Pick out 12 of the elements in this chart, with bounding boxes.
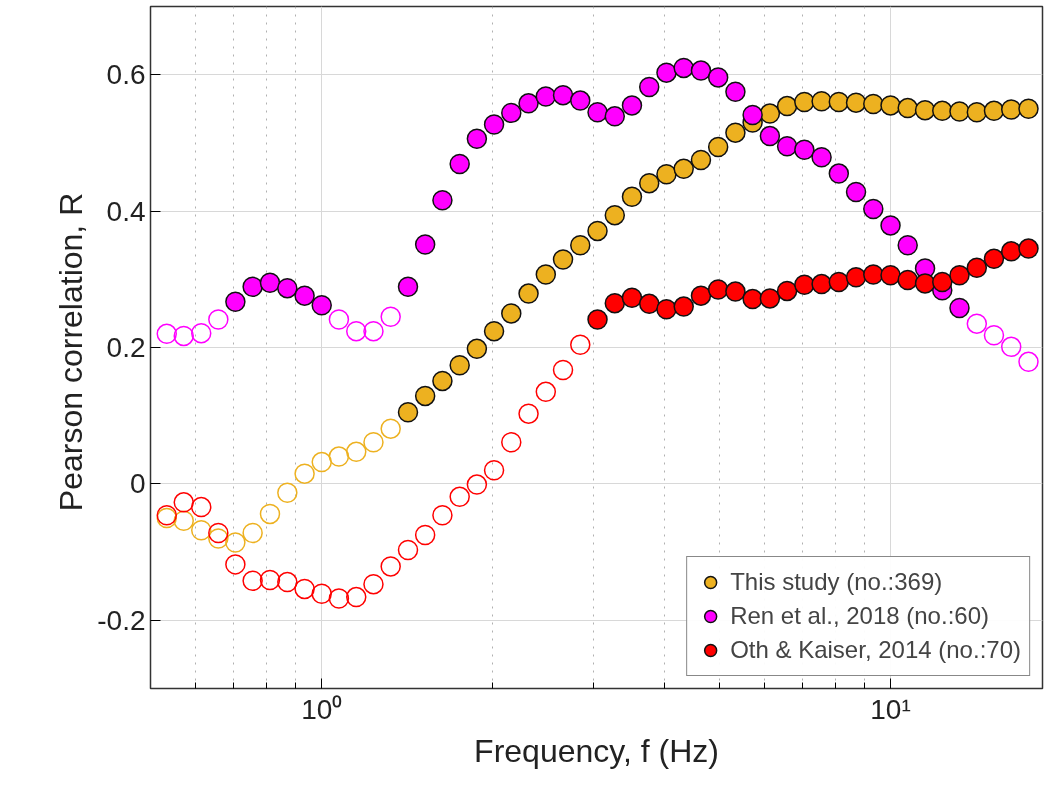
legend-label: Oth & Kaiser, 2014 (no.:70) xyxy=(730,636,1021,664)
y-axis-title: Pearson correlation, R xyxy=(53,192,90,512)
x-tick-label: 10⁰ xyxy=(301,693,343,725)
x-tick-label: 10¹ xyxy=(870,693,911,725)
y-tick-label: 0.2 xyxy=(106,332,146,363)
y-tick-label: 0.6 xyxy=(106,59,146,91)
y-tick-label: 0.4 xyxy=(106,195,146,227)
x-axis-title: Frequency, f (Hz) xyxy=(474,732,719,769)
legend-label: This study (no.:369) xyxy=(730,568,943,596)
legend-label: Ren et al., 2018 (no.:60) xyxy=(730,602,989,630)
y-tick-label: -0.2 xyxy=(97,604,146,636)
y-tick-label: 0 xyxy=(129,468,146,500)
